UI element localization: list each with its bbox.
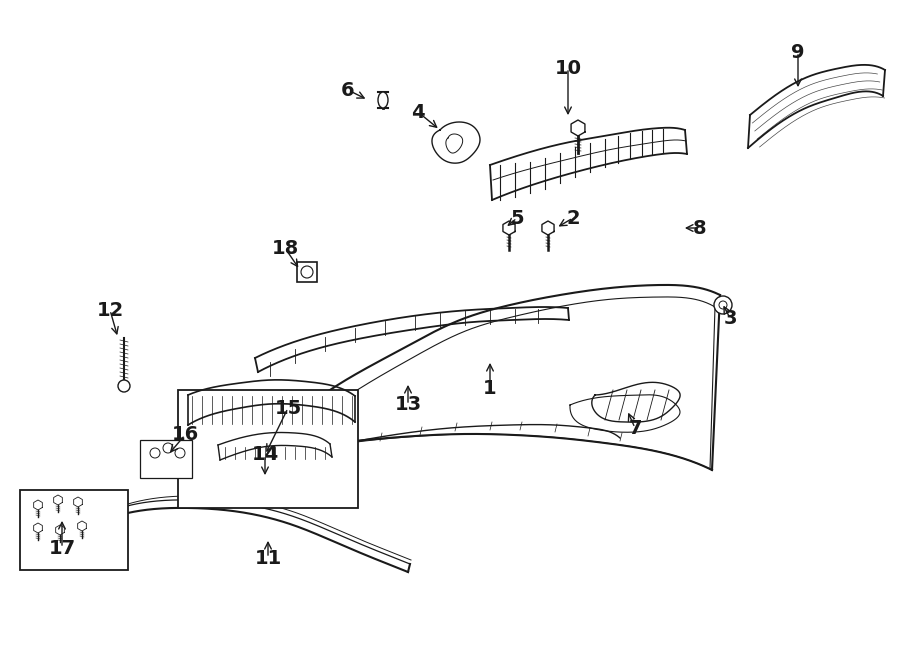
Text: 18: 18	[272, 239, 299, 258]
Circle shape	[719, 301, 727, 309]
Bar	[178, 390, 358, 508]
Circle shape	[163, 443, 173, 453]
Text: 7: 7	[628, 418, 642, 438]
Bar	[140, 440, 192, 478]
Text: 3: 3	[724, 309, 737, 327]
Text: 8: 8	[693, 219, 706, 237]
Text: 17: 17	[49, 539, 76, 557]
Text: 15: 15	[274, 399, 302, 418]
Text: 11: 11	[255, 549, 282, 568]
Text: 4: 4	[411, 102, 425, 122]
Text: 10: 10	[554, 59, 581, 77]
Ellipse shape	[378, 92, 388, 108]
Text: 9: 9	[791, 42, 805, 61]
Circle shape	[118, 380, 130, 392]
Text: 2: 2	[566, 208, 580, 227]
Text: 16: 16	[171, 426, 199, 444]
Text: 1: 1	[483, 379, 497, 397]
Circle shape	[301, 266, 313, 278]
Circle shape	[150, 448, 160, 458]
Text: 13: 13	[394, 395, 421, 414]
Circle shape	[714, 296, 732, 314]
Text: 12: 12	[96, 301, 123, 319]
Text: 5: 5	[510, 208, 524, 227]
Bar	[20, 490, 128, 570]
Text: 6: 6	[341, 81, 355, 100]
Text: 14: 14	[251, 446, 279, 465]
Bar	[297, 262, 317, 282]
Circle shape	[175, 448, 185, 458]
